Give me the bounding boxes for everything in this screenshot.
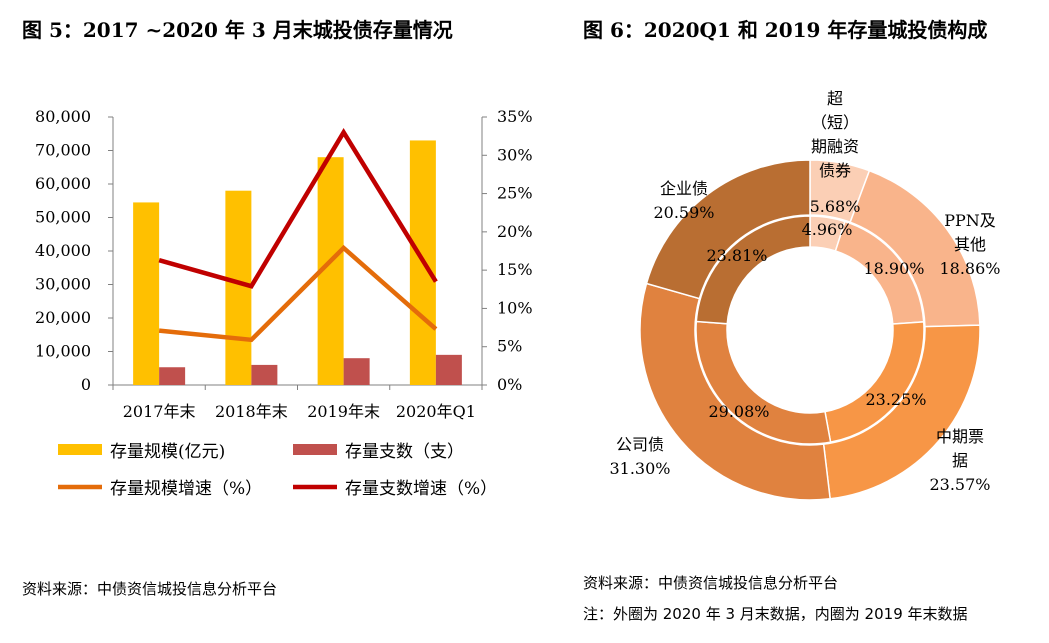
stock-bar-line-chart: 0 10,000 20,000 30,000 40,000 50,000 60,000 70,…: [35, 107, 533, 499]
inner-ring-slice: [695, 215, 811, 325]
outer-ring-slice: [639, 282, 831, 501]
stock-count-bar: [435, 354, 462, 385]
legend-label: 存量支数增速（%）: [345, 479, 497, 499]
x-category-label: 2018年末: [215, 402, 288, 421]
outer-slice-category-label: （短）: [811, 113, 859, 132]
legend-label: 存量支数（支）: [345, 442, 464, 462]
inner-slice-percent-label: 4.96%: [802, 220, 853, 239]
right-y-tick-label: 0%: [497, 375, 522, 394]
right-y-tick-label: 5%: [497, 337, 522, 356]
left-y-tick-label: 80,000: [35, 107, 91, 126]
outer-slice-category-label: 公司债: [616, 435, 664, 454]
outer-slice-percent-label: 31.30%: [609, 459, 670, 478]
outer-ring-slice: [645, 159, 811, 300]
outer-slice-category-label: 据: [952, 451, 968, 470]
right-y-tick-label: 10%: [497, 298, 533, 317]
right-y-tick-label: 25%: [497, 184, 533, 203]
left-y-tick-label: 20,000: [35, 308, 91, 327]
left-y-tick-label: 0: [81, 375, 91, 394]
stock-count-bar: [343, 358, 370, 385]
inner-slice-percent-label: 23.25%: [865, 390, 926, 409]
outer-slice-category-label: 超: [827, 89, 843, 108]
outer-slice-percent-label: 23.57%: [929, 475, 990, 494]
outer-slice-category-label: 企业债: [660, 179, 708, 198]
left-y-tick-label: 30,000: [35, 275, 91, 294]
legend-swatch: [293, 444, 337, 455]
left-y-tick-label: 10,000: [35, 342, 91, 361]
x-category-label: 2020年Q1: [396, 402, 476, 421]
outer-slice-category-label: 其他: [954, 235, 986, 254]
right-y-tick-label: 15%: [497, 260, 533, 279]
left-figure-title: 图 5：2017 ~2020 年 3 月末城投债存量情况: [22, 18, 453, 42]
legend-swatch: [58, 444, 102, 455]
outer-slice-percent-label: 18.86%: [939, 259, 1000, 278]
right-footnote: 注：外圈为 2020 年 3 月末数据，内圈为 2019 年末数据: [583, 605, 968, 623]
left-y-tick-label: 40,000: [35, 241, 91, 260]
right-source-note: 资料来源：中债资信城投信息分析平台: [583, 574, 839, 592]
count-growth-line: [158, 127, 438, 289]
outer-slice-category-label: 债券: [819, 161, 851, 180]
inner-slice-percent-label: 23.81%: [706, 246, 767, 265]
stock-count-bar: [159, 367, 186, 385]
legend-label: 存量规模(亿元): [110, 442, 225, 462]
outer-slice-category-label: PPN及: [944, 211, 996, 230]
right-y-tick-label: 35%: [497, 107, 533, 126]
outer-slice-percent-label: 5.68%: [810, 197, 861, 216]
stock-count-bar: [251, 364, 278, 385]
outer-slice-percent-label: 20.59%: [653, 203, 714, 222]
left-y-tick-label: 70,000: [35, 141, 91, 160]
legend-label: 存量规模增速（%）: [110, 479, 262, 499]
size-growth-line: [158, 244, 438, 343]
inner-slice-percent-label: 29.08%: [708, 402, 769, 421]
outer-slice-category-label: 期融资: [811, 137, 859, 156]
right-y-tick-label: 30%: [497, 145, 533, 164]
left-y-tick-label: 60,000: [35, 174, 91, 193]
inner-slice-percent-label: 18.90%: [863, 259, 924, 278]
stock-size-bar: [133, 202, 160, 385]
outer-slice-category-label: 中期票: [936, 427, 984, 446]
x-category-label: 2019年末: [307, 402, 380, 421]
x-category-label: 2017年末: [123, 402, 196, 421]
stock-size-bar: [225, 190, 252, 385]
right-figure-title: 图 6：2020Q1 和 2019 年存量城投债构成: [583, 18, 988, 42]
left-y-tick-label: 50,000: [35, 208, 91, 227]
left-source-note: 资料来源：中债资信城投信息分析平台: [22, 580, 278, 598]
right-y-tick-label: 20%: [497, 222, 533, 241]
